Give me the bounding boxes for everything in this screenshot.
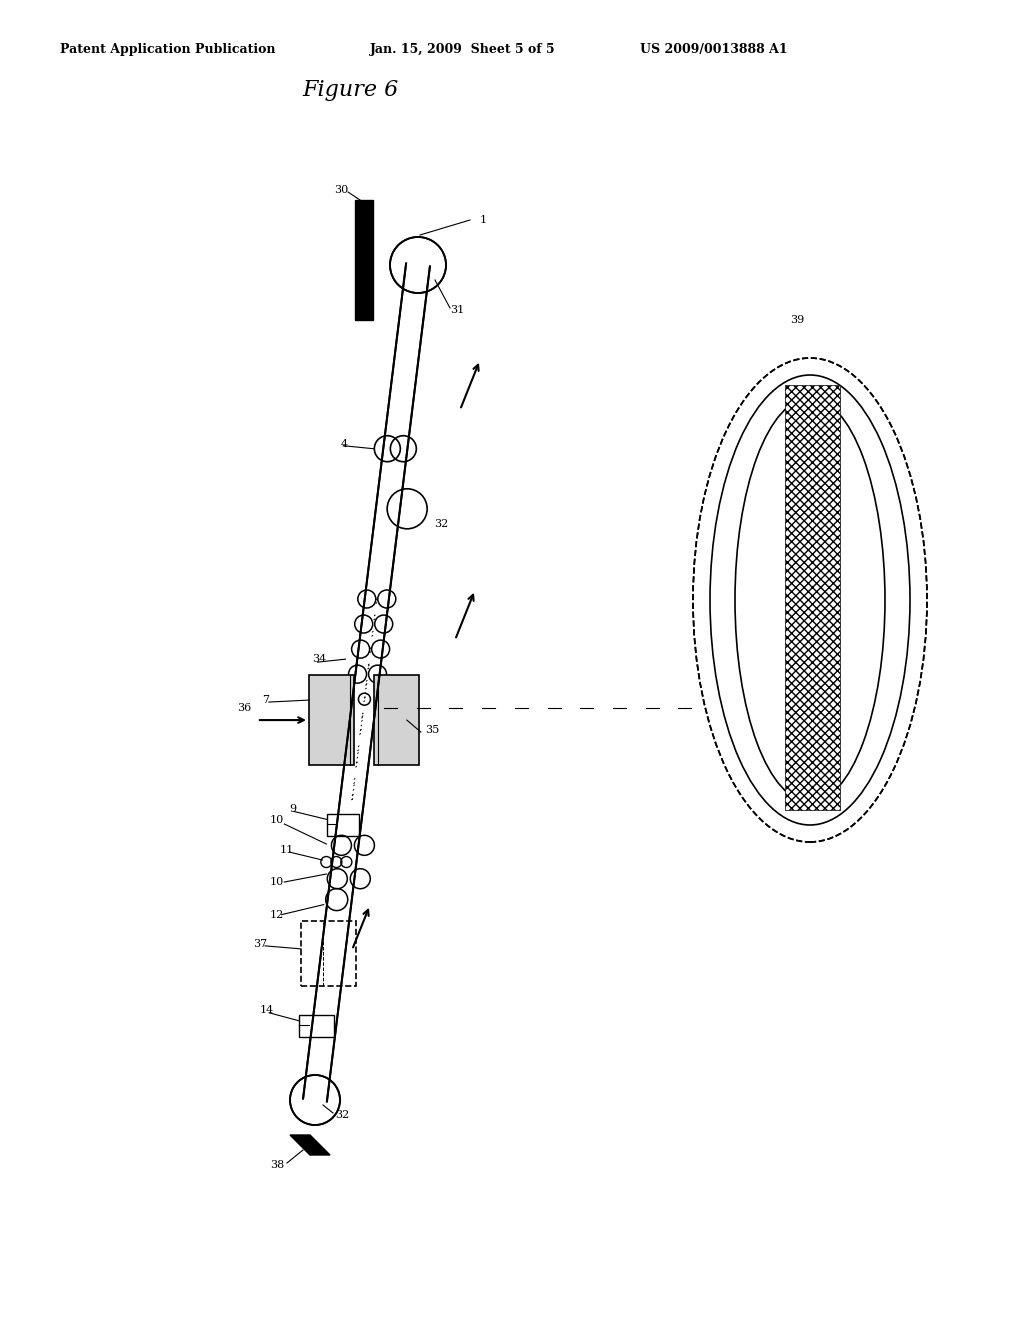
Bar — [355, 201, 373, 319]
Text: Jan. 15, 2009  Sheet 5 of 5: Jan. 15, 2009 Sheet 5 of 5 — [370, 44, 556, 57]
Text: 7: 7 — [262, 696, 269, 705]
Ellipse shape — [691, 356, 929, 843]
Text: 39: 39 — [790, 315, 804, 325]
Text: 32: 32 — [335, 1110, 349, 1119]
Ellipse shape — [737, 400, 883, 800]
Text: 14: 14 — [259, 1005, 273, 1015]
Bar — [374, 675, 419, 766]
Text: 10: 10 — [269, 814, 284, 825]
Text: 11: 11 — [280, 845, 294, 855]
Ellipse shape — [668, 766, 952, 875]
Text: Patent Application Publication: Patent Application Publication — [60, 44, 275, 57]
Bar — [785, 385, 840, 810]
Ellipse shape — [668, 325, 952, 436]
Text: 37: 37 — [253, 939, 267, 949]
Text: US 2009/0013888 A1: US 2009/0013888 A1 — [640, 44, 787, 57]
Text: 1: 1 — [480, 215, 487, 224]
Bar — [299, 1015, 334, 1036]
Text: 32: 32 — [434, 519, 449, 529]
Text: 30: 30 — [334, 185, 348, 195]
Bar — [785, 385, 840, 810]
Bar — [309, 675, 354, 766]
Text: 34: 34 — [312, 655, 327, 664]
Text: 36: 36 — [237, 704, 251, 713]
Bar — [301, 921, 356, 986]
Text: 4: 4 — [340, 438, 347, 449]
Text: Figure 6: Figure 6 — [302, 79, 398, 102]
Bar — [327, 814, 359, 837]
Text: 35: 35 — [425, 725, 439, 735]
Text: 9: 9 — [289, 804, 296, 814]
Bar — [717, 389, 903, 810]
Text: 31: 31 — [450, 305, 464, 315]
Text: 38: 38 — [270, 1160, 285, 1170]
Text: 40: 40 — [840, 337, 852, 352]
Text: 12: 12 — [269, 909, 284, 920]
Text: 10: 10 — [269, 876, 284, 887]
Polygon shape — [290, 1135, 330, 1155]
